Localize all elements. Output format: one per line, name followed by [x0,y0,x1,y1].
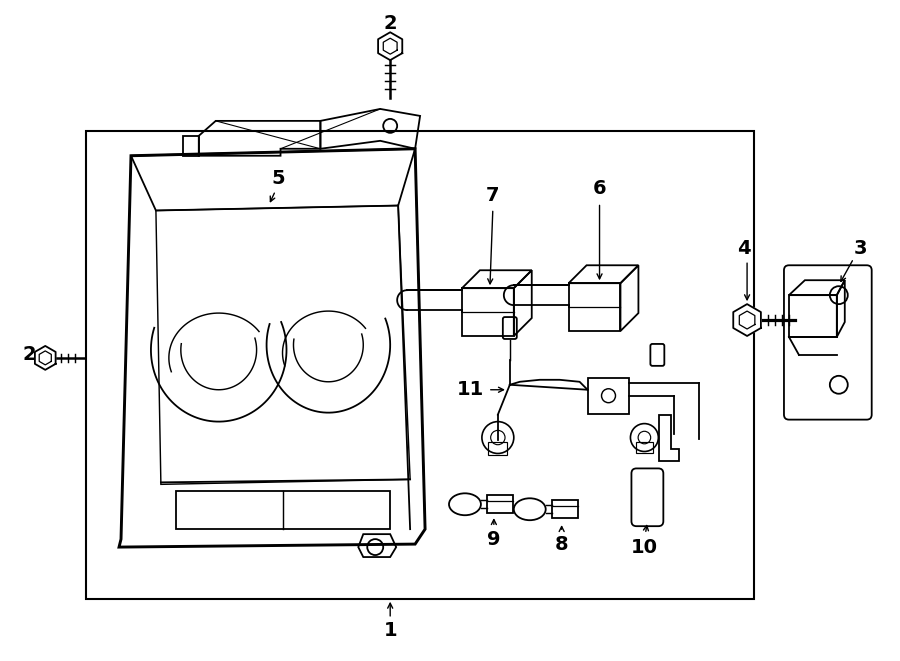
Bar [176,491,391,529]
Bar [569,283,620,331]
Bar [487,495,513,513]
Text: 2: 2 [22,346,36,364]
Text: 4: 4 [737,239,751,258]
Bar [636,442,652,453]
Text: 11: 11 [456,380,483,399]
Bar [789,295,837,337]
Text: 2: 2 [383,14,397,33]
Text: 7: 7 [486,186,500,205]
Text: 1: 1 [383,621,397,641]
Bar [86,131,754,599]
Bar [489,442,508,455]
Bar [588,378,629,414]
Polygon shape [35,346,56,370]
Bar [552,500,578,518]
Text: 8: 8 [554,535,569,554]
Text: 6: 6 [593,179,607,198]
Bar [462,288,514,336]
Text: 5: 5 [272,169,285,188]
Polygon shape [734,304,760,336]
Polygon shape [378,32,402,60]
Text: 9: 9 [487,529,500,549]
Text: 3: 3 [854,239,868,258]
Text: 10: 10 [631,537,658,557]
